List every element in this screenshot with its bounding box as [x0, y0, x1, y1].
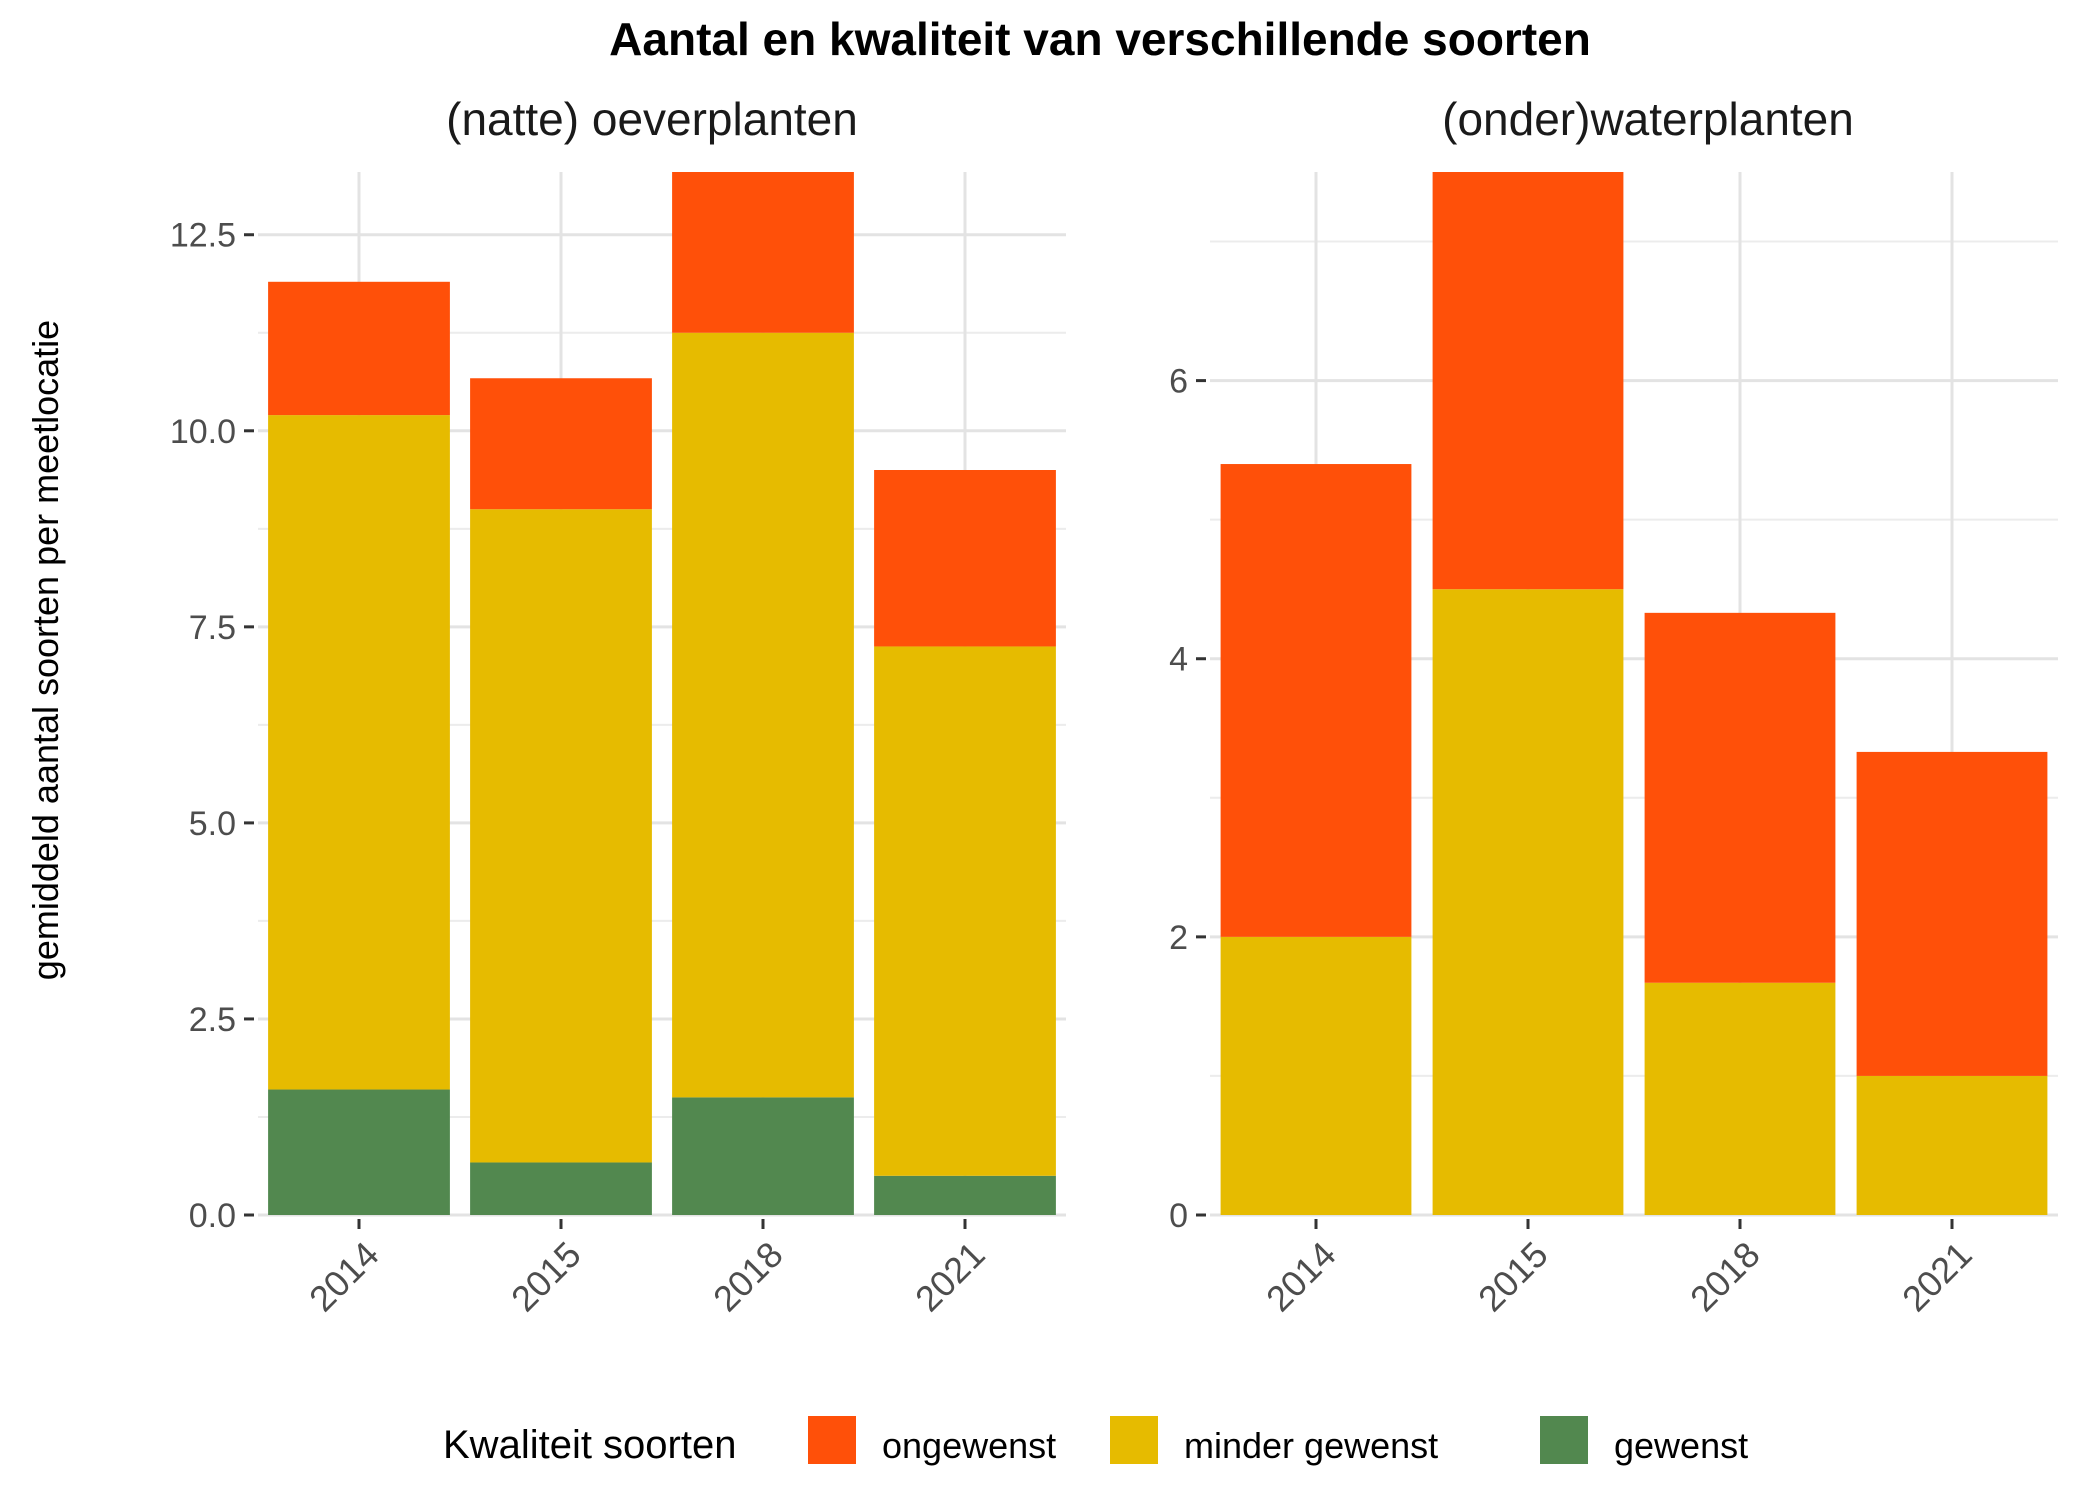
panel-title: (onder)waterplanten [1442, 93, 1854, 145]
y-tick-label: 10.0 [170, 413, 236, 451]
legend-swatch-gewenst [1540, 1416, 1588, 1464]
bar-minder-gewenst-2014 [268, 415, 450, 1090]
y-axis-label: gemiddeld aantal soorten per meetlocatie [25, 320, 66, 980]
chart-title: Aantal en kwaliteit van verschillende so… [609, 13, 1591, 65]
y-tick-label: 2 [1169, 919, 1188, 957]
bar-gewenst-2014 [268, 1089, 450, 1215]
panel-2: (onder)waterplanten 0 2 4 6 2014 2015 2018 2021 [1169, 93, 2058, 1319]
bar-minder-gewenst-2021 [1856, 1075, 2048, 1215]
bar-ongewenst-2018 [1644, 612, 1836, 983]
legend-swatch-minder-gewenst [1110, 1416, 1158, 1464]
bar-ongewenst-2014 [1220, 464, 1412, 937]
chart-panels: (natte) oeverplanten 0.0 2.5 5.0 7.5 10.0 12.5… [170, 93, 2058, 1319]
y-tick-label: 4 [1169, 641, 1188, 679]
panel-1: (natte) oeverplanten 0.0 2.5 5.0 7.5 10.0 12.5… [170, 93, 1066, 1319]
bar-minder-gewenst-2018 [672, 332, 854, 1098]
bar-ongewenst-2018 [672, 172, 854, 333]
bar-minder-gewenst-2014 [1220, 936, 1412, 1215]
bar-ongewenst-2014 [268, 281, 450, 416]
bar-ongewenst-2015 [1432, 172, 1624, 590]
x-tick-label: 2021 [1894, 1234, 1980, 1320]
bar-gewenst-2015 [470, 1162, 652, 1215]
bar-ongewenst-2021 [874, 470, 1056, 647]
bar-minder-gewenst-2015 [470, 509, 652, 1163]
legend: Kwaliteit soorten ongewenst minder gewenst… [443, 1416, 1748, 1467]
bar-ongewenst-2015 [470, 378, 652, 510]
x-tick-label: 2014 [301, 1234, 387, 1320]
y-tick-label: 6 [1169, 363, 1188, 401]
panel-title: (natte) oeverplanten [446, 93, 858, 145]
y-tick-label: 0 [1169, 1197, 1188, 1235]
x-tick-label: 2018 [705, 1234, 791, 1320]
x-tick-label: 2018 [1682, 1234, 1768, 1320]
x-tick-label: 2015 [503, 1234, 589, 1320]
x-tick-label: 2014 [1258, 1234, 1344, 1320]
legend-label: gewenst [1614, 1425, 1748, 1466]
bar-minder-gewenst-2015 [1432, 589, 1624, 1215]
bar-gewenst-2021 [874, 1175, 1056, 1215]
y-tick-label: 0.0 [189, 1197, 236, 1235]
x-tick-label: 2015 [1470, 1234, 1556, 1320]
bar-ongewenst-2021 [1856, 751, 2048, 1076]
bar-minder-gewenst-2021 [874, 646, 1056, 1176]
legend-title: Kwaliteit soorten [443, 1423, 736, 1467]
y-tick-label: 2.5 [189, 1001, 236, 1039]
y-tick-label: 7.5 [189, 609, 236, 647]
legend-label: minder gewenst [1184, 1425, 1438, 1466]
x-tick-label: 2021 [907, 1234, 993, 1320]
bar-minder-gewenst-2018 [1644, 982, 1836, 1215]
y-tick-label: 5.0 [189, 805, 236, 843]
y-tick-label: 12.5 [170, 217, 236, 255]
bar-gewenst-2018 [672, 1097, 854, 1215]
legend-swatch-ongewenst [808, 1416, 856, 1464]
legend-label: ongewenst [882, 1425, 1056, 1466]
